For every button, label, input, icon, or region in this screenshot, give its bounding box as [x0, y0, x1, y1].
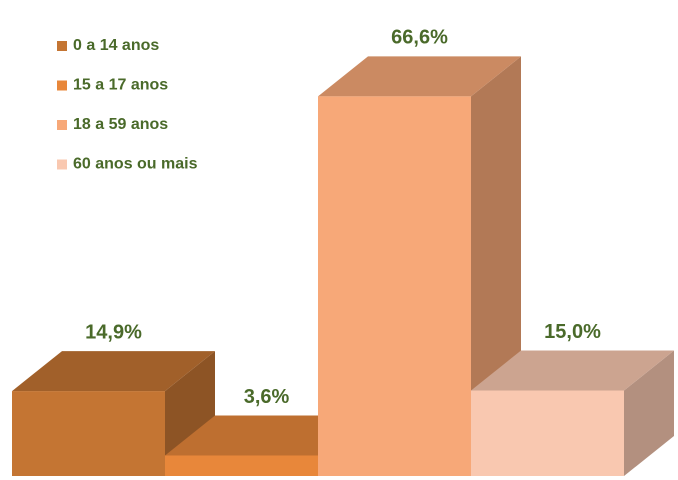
legend-label: 60 anos ou mais	[73, 156, 198, 173]
bar	[165, 455, 318, 476]
bar-top	[12, 351, 215, 392]
bar-top	[318, 56, 521, 97]
bar-side	[624, 350, 674, 476]
data-label: 66,6%	[391, 27, 448, 49]
bar	[318, 96, 471, 476]
bar-top	[471, 350, 674, 391]
bar	[471, 390, 624, 476]
data-label: 15,0%	[544, 321, 601, 343]
data-label: 14,9%	[85, 321, 142, 343]
legend-label: 18 a 59 anos	[73, 116, 168, 133]
data-label: 3,6%	[244, 386, 290, 408]
legend-swatch	[57, 159, 67, 170]
legend-label: 15 a 17 anos	[73, 77, 168, 94]
legend-swatch	[57, 80, 67, 91]
legend-swatch	[57, 120, 67, 130]
legend-swatch	[57, 41, 67, 51]
bar-top	[165, 415, 368, 456]
bar	[12, 391, 165, 476]
legend-label: 0 a 14 anos	[73, 37, 159, 54]
